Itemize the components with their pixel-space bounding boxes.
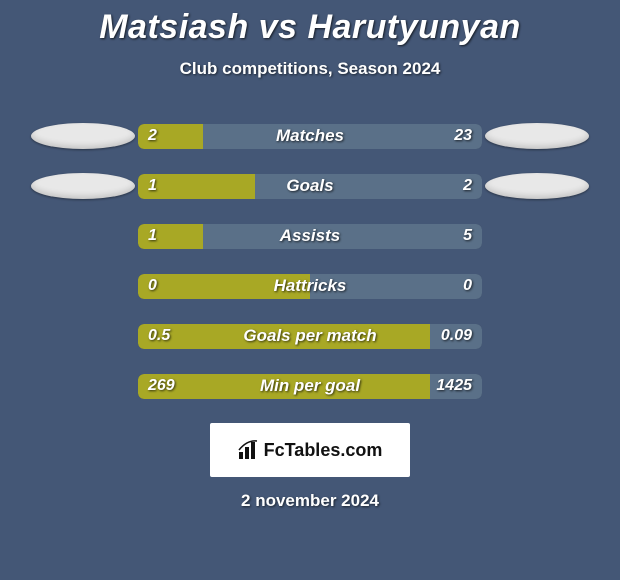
stat-row: Goals1 2	[0, 173, 620, 199]
stat-row: Min per goal269 1425	[0, 373, 620, 399]
stat-value-right: 2	[463, 174, 472, 199]
right-side	[482, 123, 592, 149]
stat-value-left: 0	[148, 274, 157, 299]
stat-value-right: 1425	[436, 374, 472, 399]
stat-rows: Matches223Goals12Assists15Hattricks00Goa…	[0, 123, 620, 399]
stat-label: Min per goal	[138, 374, 482, 399]
player-marker-right	[485, 123, 589, 149]
stat-row: Goals per match0.5 0.09	[0, 323, 620, 349]
stat-row: Hattricks0 0	[0, 273, 620, 299]
stat-bar: Min per goal269 1425	[138, 374, 482, 399]
player-marker-left	[31, 123, 135, 149]
stat-value-right: 5	[463, 224, 472, 249]
stat-bar: Goals per match0.5 0.09	[138, 324, 482, 349]
stat-value-left: 2	[148, 124, 157, 149]
logo-text: FcTables.com	[264, 440, 383, 461]
player-marker-left	[31, 173, 135, 199]
left-side	[28, 123, 138, 149]
date-label: 2 november 2024	[0, 491, 620, 511]
stat-row: Matches2 23	[0, 123, 620, 149]
stat-value-right: 0.09	[441, 324, 472, 349]
bar-chart-icon	[238, 440, 260, 460]
stat-bar: Assists1 5	[138, 224, 482, 249]
stat-value-left: 1	[148, 224, 157, 249]
page-title: Matsiash vs Harutyunyan	[0, 8, 620, 47]
stat-bar: Hattricks0 0	[138, 274, 482, 299]
stat-value-left: 0.5	[148, 324, 170, 349]
stat-value-right: 0	[463, 274, 472, 299]
right-side	[482, 173, 592, 199]
stat-bar: Matches2 23	[138, 124, 482, 149]
stat-label: Hattricks	[138, 274, 482, 299]
stat-label: Goals per match	[138, 324, 482, 349]
logo-box[interactable]: FcTables.com	[210, 423, 410, 477]
stat-row: Assists1 5	[0, 223, 620, 249]
stat-value-right: 23	[454, 124, 472, 149]
stat-value-left: 269	[148, 374, 175, 399]
stat-label: Goals	[138, 174, 482, 199]
stat-label: Assists	[138, 224, 482, 249]
comparison-card: Matsiash vs Harutyunyan Club competition…	[0, 0, 620, 511]
subtitle: Club competitions, Season 2024	[0, 59, 620, 79]
player-marker-right	[485, 173, 589, 199]
left-side	[28, 173, 138, 199]
stat-bar: Goals1 2	[138, 174, 482, 199]
stat-label: Matches	[138, 124, 482, 149]
stat-value-left: 1	[148, 174, 157, 199]
